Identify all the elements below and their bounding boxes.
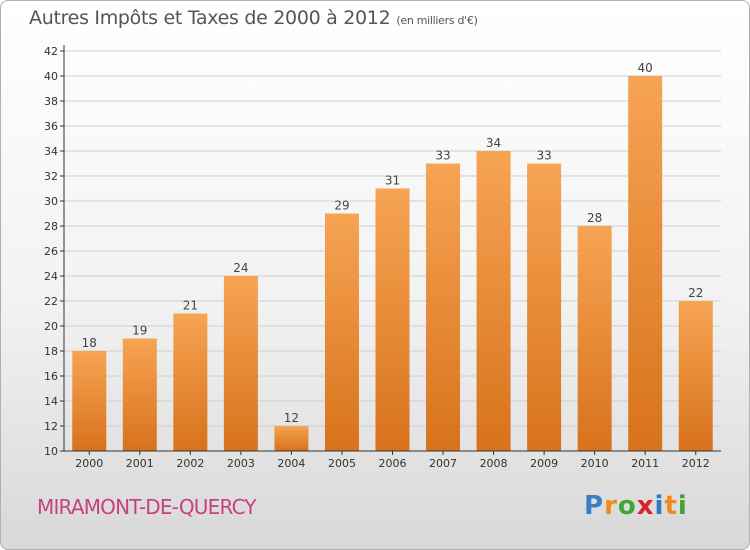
y-tick-label: 24 (44, 270, 58, 283)
data-label: 21 (183, 299, 198, 313)
y-tick-label: 16 (44, 370, 58, 383)
y-tick-label: 32 (44, 170, 58, 183)
x-tick-label: 2004 (277, 457, 305, 470)
data-label: 40 (638, 61, 653, 75)
data-label: 12 (284, 411, 299, 425)
x-tick-label: 2002 (176, 457, 204, 470)
y-tick-label: 22 (44, 295, 58, 308)
x-tick-label: 2007 (429, 457, 457, 470)
labels: 10 12 14 16 18 20 22 24 26 28 30 32 34 36 38 40 42 18 2000… (44, 45, 710, 470)
x-tick-label: 2012 (682, 457, 710, 470)
proxiti-logo: Proxiti (584, 491, 688, 521)
y-tick-label: 18 (44, 345, 58, 358)
data-label: 34 (486, 136, 501, 150)
logo-letter: o (617, 491, 637, 521)
logo-letter: x (636, 491, 655, 521)
data-label: 18 (82, 336, 97, 350)
bar (324, 213, 359, 451)
y-tick-label: 42 (44, 45, 58, 58)
bar (173, 313, 208, 451)
x-tick-label: 2006 (379, 457, 407, 470)
bar (223, 276, 258, 451)
data-label: 33 (536, 149, 551, 163)
y-tick-label: 20 (44, 320, 58, 333)
x-tick-label: 2005 (328, 457, 356, 470)
bar (678, 301, 713, 451)
axes (60, 45, 721, 455)
data-label: 31 (385, 174, 400, 188)
chart-title-text: Autres Impôts et Taxes de 2000 à 2012 (29, 7, 391, 29)
x-tick-label: 2008 (480, 457, 508, 470)
y-tick-label: 34 (44, 145, 58, 158)
y-tick-label: 30 (44, 195, 58, 208)
bar (274, 426, 309, 451)
data-label: 28 (587, 211, 602, 225)
bar-chart: 10 12 14 16 18 20 22 24 26 28 30 32 34 36 38 40 42 18 2000… (44, 45, 721, 470)
logo-letter: r (604, 491, 618, 521)
bar (628, 76, 663, 451)
bar (122, 338, 157, 451)
bar (577, 226, 612, 451)
logo-letter: i (654, 491, 665, 521)
bar (476, 151, 511, 451)
logo-letter: t (664, 491, 678, 521)
y-tick-label: 28 (44, 220, 58, 233)
x-tick-label: 2010 (581, 457, 609, 470)
chart-subtitle: (en milliers d'€) (396, 14, 478, 27)
y-tick-label: 26 (44, 245, 58, 258)
data-label: 19 (132, 324, 147, 338)
data-label: 29 (334, 199, 349, 213)
y-tick-label: 36 (44, 120, 58, 133)
chart-title: Autres Impôts et Taxes de 2000 à 2012 (en… (29, 7, 478, 29)
y-tick-label: 10 (44, 445, 58, 458)
y-tick-label: 12 (44, 420, 58, 433)
commune-name: MIRAMONT-DE-QUERCY (37, 495, 257, 519)
x-tick-label: 2001 (126, 457, 154, 470)
data-label: 24 (233, 261, 248, 275)
data-label: 22 (688, 286, 703, 300)
bar (72, 351, 107, 451)
bars (72, 76, 713, 451)
bar (375, 188, 410, 451)
bar (527, 163, 562, 451)
logo-letter: P (584, 491, 605, 521)
y-tick-label: 40 (44, 70, 58, 83)
y-tick-label: 38 (44, 95, 58, 108)
data-label: 33 (435, 149, 450, 163)
y-tick-label: 14 (44, 395, 58, 408)
x-tick-label: 2009 (530, 457, 558, 470)
logo-letter: i (677, 491, 688, 521)
x-tick-label: 2011 (631, 457, 659, 470)
x-tick-label: 2003 (227, 457, 255, 470)
x-tick-label: 2000 (75, 457, 103, 470)
bar (426, 163, 461, 451)
